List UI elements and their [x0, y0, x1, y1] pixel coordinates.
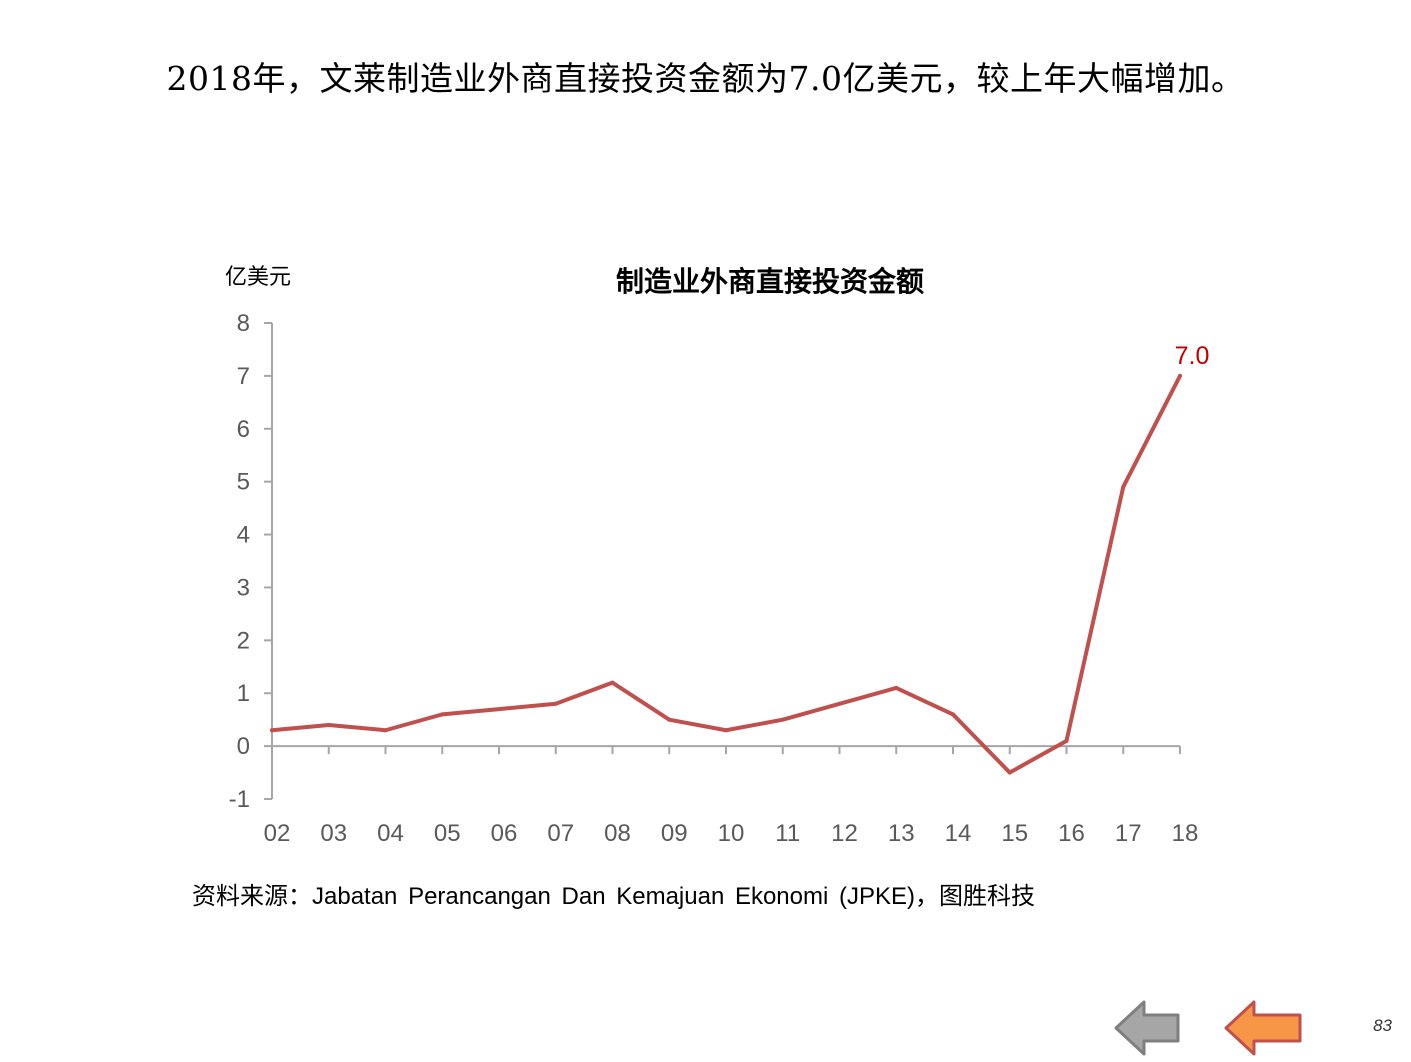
data-point — [553, 701, 558, 706]
x-tick-label: 14 — [945, 820, 972, 847]
source-note: 资料来源：Jabatan Perancangan Dan Kemajuan Ek… — [192, 883, 1036, 910]
x-tick-label: 10 — [718, 820, 745, 847]
x-tick-label: 06 — [491, 820, 518, 847]
x-axis-ticks: 02 03 04 05 06 07 08 09 10 11 12 13 14 15 16 17 18 — [264, 746, 1199, 847]
y-tick-label: 8 — [237, 310, 250, 337]
y-axis-unit-label: 亿美元 — [225, 265, 291, 290]
x-tick-label: 12 — [831, 820, 858, 847]
y-tick-label: 5 — [237, 469, 250, 496]
data-point — [440, 712, 445, 717]
x-tick-label: 13 — [888, 820, 915, 847]
page-headline: 2018年，文莱制造业外商直接投资金额为7.0亿美元，较上年大幅增加。 — [166, 59, 1245, 98]
page-number: 83 — [1373, 1016, 1392, 1035]
data-point — [667, 717, 672, 722]
data-point — [383, 728, 388, 733]
chart-series — [270, 373, 1182, 775]
x-tick-label: 17 — [1115, 820, 1142, 847]
y-tick-label: 4 — [237, 522, 250, 549]
data-point — [610, 680, 615, 685]
x-tick-label: 11 — [775, 820, 800, 847]
y-tick-label: 6 — [237, 416, 250, 443]
data-point — [1064, 738, 1069, 743]
data-label: 7.0 — [1175, 342, 1210, 370]
chart-axes — [271, 323, 1180, 799]
y-tick-label: 3 — [237, 574, 250, 601]
data-point — [270, 728, 274, 733]
y-tick-label: 0 — [237, 733, 250, 760]
data-point — [1121, 484, 1126, 489]
x-tick-label: 03 — [320, 820, 347, 847]
x-tick-label: 16 — [1058, 820, 1085, 847]
series-line — [270, 373, 1182, 775]
y-tick-label: 7 — [237, 363, 250, 390]
x-tick-label: 02 — [264, 820, 291, 847]
data-point — [837, 701, 842, 706]
x-tick-label: 07 — [547, 820, 574, 847]
y-tick-label: 1 — [237, 680, 250, 707]
data-point — [724, 728, 728, 733]
chart-data-labels: 7.0 — [1175, 342, 1210, 370]
left-arrow-orange-icon — [1224, 1000, 1302, 1056]
data-point — [326, 722, 331, 727]
y-tick-label: 2 — [237, 627, 250, 654]
x-tick-label: 18 — [1172, 820, 1199, 847]
x-tick-label: 15 — [1001, 820, 1028, 847]
y-axis-ticks: 8 7 6 5 4 3 2 1 0 -1 — [229, 310, 272, 813]
x-tick-label: 04 — [377, 820, 404, 847]
data-point — [1007, 770, 1012, 775]
x-tick-label: 09 — [661, 820, 688, 847]
data-point — [497, 707, 501, 712]
y-tick-label: -1 — [229, 786, 250, 813]
data-point — [894, 685, 899, 690]
x-tick-label: 05 — [434, 820, 461, 847]
home-arrow-button[interactable] — [1222, 998, 1302, 1058]
data-point — [780, 717, 785, 722]
x-tick-label: 08 — [604, 820, 631, 847]
left-arrow-gray-icon — [1114, 1000, 1180, 1056]
back-arrow-button[interactable] — [1112, 998, 1192, 1058]
chart-title: 制造业外商直接投资金额 — [616, 265, 924, 298]
data-point — [1178, 373, 1182, 378]
data-point — [951, 712, 955, 717]
